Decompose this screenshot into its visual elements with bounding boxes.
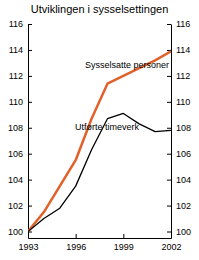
- tick-label: 108: [176, 123, 191, 133]
- y-axis-left: 100 102 104 106 108 110 112 114 116: [8, 19, 32, 238]
- tick-mark: [28, 24, 32, 25]
- tick: 114: [9, 45, 32, 55]
- tick: 2002: [161, 234, 181, 252]
- tick: 104: [8, 175, 32, 185]
- tick: 114: [167, 45, 190, 55]
- tick: 100: [167, 227, 191, 237]
- series-label: Utførte timeverk: [75, 122, 140, 132]
- tick: 108: [167, 123, 191, 133]
- tick: 110: [9, 97, 32, 107]
- tick: 106: [8, 149, 32, 159]
- tick-mark: [28, 50, 32, 51]
- tick-label: 100: [176, 227, 191, 237]
- tick-label: 1993: [18, 242, 38, 252]
- tick-mark: [28, 154, 32, 155]
- series-label: Sysselsatte personer: [85, 60, 169, 70]
- tick: 110: [167, 97, 190, 107]
- title: Utviklingen i sysselsettingen: [31, 3, 169, 15]
- tick-label: 104: [8, 175, 23, 185]
- tick: 102: [8, 201, 32, 211]
- tick-mark: [76, 234, 77, 238]
- tick: 106: [167, 149, 191, 159]
- tick-mark: [28, 180, 32, 181]
- tick-label: 100: [8, 227, 23, 237]
- tick-mark: [167, 102, 171, 103]
- tick-label: 112: [9, 71, 23, 81]
- lines: [28, 51, 171, 231]
- tick-label: 1996: [66, 242, 86, 252]
- tick-label: 1999: [114, 242, 134, 252]
- tick-mark: [123, 234, 124, 238]
- tick: 116: [9, 19, 32, 29]
- tick-mark: [167, 154, 171, 155]
- axis-line: [171, 25, 172, 239]
- plot: 1001021041061081101121141161001021041061…: [8, 19, 191, 252]
- tick-label: 110: [9, 97, 23, 107]
- chart: Utviklingen i sysselsettingen10010210410…: [0, 0, 199, 260]
- tick-mark: [28, 128, 32, 129]
- tick-mark: [167, 128, 171, 129]
- series-line: [28, 113, 171, 231]
- axis-line: [29, 238, 172, 239]
- tick-label: 110: [176, 97, 190, 107]
- tick-mark: [28, 76, 32, 77]
- tick-label: 108: [8, 123, 23, 133]
- tick: 102: [167, 201, 191, 211]
- tick-label: 116: [176, 19, 190, 29]
- tick: 104: [167, 175, 191, 185]
- tick-mark: [167, 76, 171, 77]
- tick-label: 112: [176, 71, 190, 81]
- tick-label: 106: [176, 149, 191, 159]
- tick: 1999: [114, 234, 134, 252]
- tick: 112: [9, 71, 32, 81]
- tick-mark: [167, 24, 171, 25]
- tick-mark: [28, 102, 32, 103]
- tick-mark: [167, 232, 171, 233]
- tick: 1996: [66, 234, 86, 252]
- tick-mark: [171, 234, 172, 238]
- tick-label: 114: [9, 45, 23, 55]
- tick-label: 116: [9, 19, 23, 29]
- tick-label: 106: [8, 149, 23, 159]
- tick-label: 2002: [161, 242, 181, 252]
- tick-mark: [167, 206, 171, 207]
- tick: 116: [167, 19, 190, 29]
- series-line: [28, 51, 171, 231]
- tick: 1993: [18, 234, 38, 252]
- tick-label: 114: [176, 45, 190, 55]
- tick-label: 104: [176, 175, 191, 185]
- tick-mark: [28, 234, 29, 238]
- tick-label: 102: [8, 201, 23, 211]
- tick-mark: [28, 206, 32, 207]
- tick: 112: [167, 71, 190, 81]
- x-axis: 1993 1996 1999 2002: [18, 234, 181, 252]
- tick-label: 102: [176, 201, 191, 211]
- tick: 108: [8, 123, 32, 133]
- tick-mark: [167, 180, 171, 181]
